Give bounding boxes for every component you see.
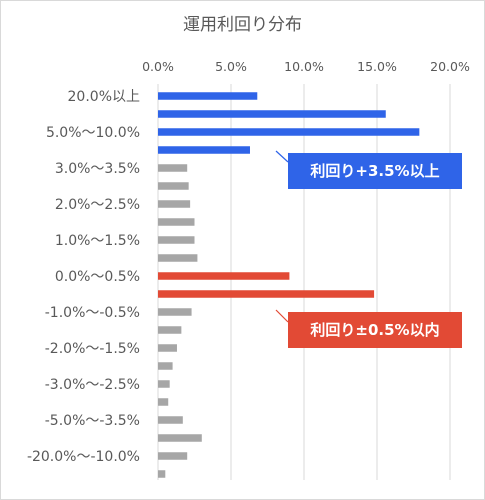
category-label: -5.0%～-3.5% [45,413,140,429]
bar [158,146,250,154]
x-tick-label: 20.0% [430,59,470,74]
category-label: 0.0%～0.5% [55,269,140,285]
category-label: 20.0%以上 [68,89,140,105]
bar [158,290,375,298]
bar [158,308,192,316]
bar [158,182,189,190]
bar [158,254,198,262]
bar [158,236,195,244]
x-tick-label: 5.0% [215,59,247,74]
bar [158,128,420,136]
bar [158,452,188,460]
callout-connector [275,150,289,163]
callout-near-zero-yield: 利回り±0.5%以内 [288,312,462,348]
bar [158,164,188,172]
bar [158,416,183,424]
bar [158,398,169,406]
x-tick-label: 10.0% [284,59,324,74]
callout-connector [275,309,289,323]
x-tick-label: 0.0% [142,59,174,74]
category-label: -3.0%～-2.5% [45,377,140,393]
bar [158,92,258,100]
bar [158,110,386,118]
chart-title: 運用利回り分布 [183,15,302,35]
bar [158,380,170,388]
category-label: 1.0%～1.5% [55,233,140,249]
x-tick-label: 15.0% [357,59,397,74]
category-label: 2.0%～2.5% [55,197,140,213]
bar [158,272,290,280]
bar [158,200,191,208]
category-label: -20.0%～-10.0% [27,449,140,465]
bar [158,362,173,370]
category-label: 3.0%～3.5% [55,161,140,177]
category-label: -2.0%～-1.5% [45,341,140,357]
category-label: -1.0%～-0.5% [45,305,140,321]
callout-high-yield: 利回り+3.5%以上 [288,153,462,189]
bar [158,218,195,226]
bar [158,344,177,352]
bar [158,326,182,334]
bar [158,434,202,442]
category-label: 5.0%～10.0% [46,125,140,141]
bar [158,470,166,478]
